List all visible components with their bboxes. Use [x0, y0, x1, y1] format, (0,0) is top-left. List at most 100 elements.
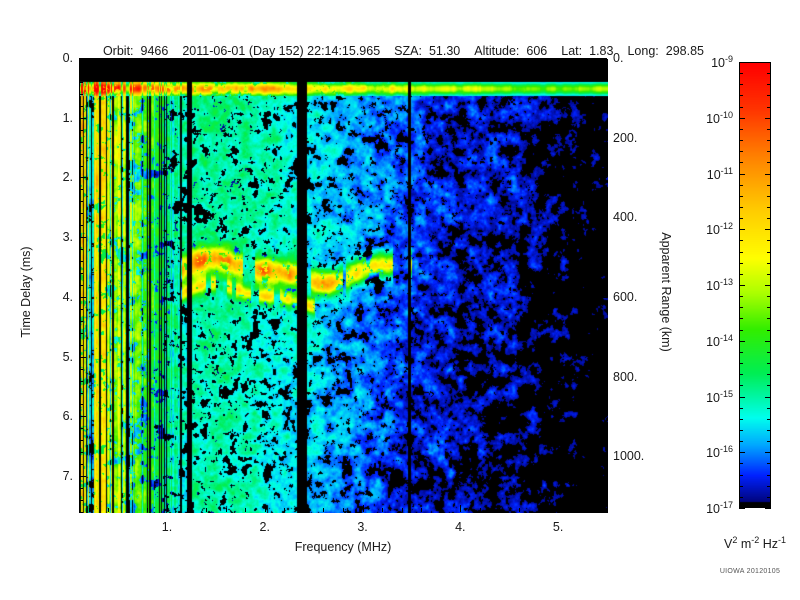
y-tick-label: 5.: [62, 349, 73, 364]
colorbar-tick-minor: [739, 151, 743, 153]
x-tick-major: [460, 505, 462, 512]
colorbar-tick: [739, 396, 745, 398]
lat-label: Lat:: [561, 44, 583, 58]
colorbar-tick-minor: [767, 407, 771, 409]
y-axis-title: Time Delay (ms): [19, 246, 33, 338]
y-tick-minor: [79, 189, 83, 191]
x-tick-label: 3.: [357, 520, 368, 534]
colorbar-tick-minor: [767, 151, 771, 153]
y-tick-minor: [79, 105, 83, 107]
y2-tick-label: 200.: [613, 130, 638, 145]
colorbar-tick: [765, 396, 771, 398]
colorbar-tick-minor: [767, 218, 771, 220]
y-tick-minor: [79, 213, 83, 215]
y-tick-minor: [79, 129, 83, 131]
y2-tick-major: [600, 58, 607, 59]
y-tick-minor: [79, 404, 83, 406]
colorbar-tick: [739, 285, 745, 286]
y-tick-minor: [79, 512, 83, 513]
colorbar-tick-minor: [739, 218, 743, 220]
y2-tick-minor: [603, 97, 607, 99]
colorbar-tick-minor: [767, 140, 771, 142]
unit-hz-exp: -1: [778, 535, 787, 545]
colorbar-tick-minor: [739, 128, 743, 130]
y-tick-minor: [79, 249, 83, 251]
y-tick-minor: [79, 201, 83, 203]
colorbar-tick: [739, 229, 745, 231]
colorbar-tick-minor: [739, 296, 743, 298]
colorbar-tick: [765, 62, 771, 63]
y-tick-minor: [79, 380, 83, 382]
colorbar-tick: [765, 340, 771, 342]
x-tick-minor: [401, 508, 403, 512]
y-tick-minor: [79, 69, 83, 71]
x-tick-major: [264, 505, 266, 512]
unit-m: m: [737, 537, 752, 552]
colorbar-tick-minor: [739, 251, 743, 253]
x-tick-minor: [245, 508, 247, 512]
x-tick-major: [362, 505, 364, 512]
unit-hz: Hz: [759, 537, 778, 552]
unit-m-exp: -2: [751, 535, 760, 545]
colorbar-tick-minor: [767, 184, 771, 186]
colorbar-tick-label: 10-15: [706, 388, 733, 405]
colorbar-tick-minor: [767, 128, 771, 130]
y-tick-label: 1.: [62, 110, 73, 125]
x-tick-label: 2.: [259, 520, 270, 534]
y-tick-minor: [79, 368, 83, 370]
y-tick-minor: [79, 428, 83, 430]
long-label: Long:: [627, 44, 659, 58]
colorbar-tick-minor: [767, 351, 771, 353]
colorbar-tick: [765, 452, 771, 454]
colorbar-tick-minor: [739, 318, 743, 320]
colorbar-tick-minor: [739, 95, 743, 97]
long-value: 298.85: [665, 44, 704, 58]
observation-datetime: 2011-06-01 (Day 152) 22:14:15.965: [182, 44, 381, 58]
colorbar-tick-minor: [739, 496, 743, 498]
colorbar-tick-minor: [739, 195, 743, 197]
colorbar-tick: [765, 285, 771, 286]
y-tick-major: [79, 356, 86, 358]
y2-tick-major: [600, 456, 607, 458]
y-tick-major: [79, 416, 86, 418]
x-tick-minor: [225, 508, 227, 512]
colorbar-tick: [765, 508, 771, 509]
x-tick-minor: [421, 508, 423, 512]
colorbar-tick-minor: [767, 441, 771, 443]
y2-tick-minor: [603, 177, 607, 179]
x-axis-title: Frequency (MHz): [294, 540, 392, 554]
colorbar-tick-minor: [767, 73, 771, 75]
colorbar-tick-label: 10-17: [706, 499, 733, 517]
x-tick-minor: [186, 508, 188, 512]
y-tick-minor: [79, 344, 83, 346]
y-tick-label: 6.: [62, 409, 73, 424]
orbit-label: Orbit:: [102, 44, 134, 58]
x-tick-minor: [206, 508, 208, 512]
x-tick-minor: [147, 508, 149, 512]
y-tick-minor: [79, 153, 83, 155]
colorbar-tick-minor: [739, 485, 743, 487]
x-tick-minor: [108, 508, 110, 512]
orbit-value: 9466: [140, 44, 169, 58]
x-tick-minor: [127, 508, 129, 512]
colorbar-tick-minor: [739, 184, 743, 186]
y-tick-minor: [79, 500, 83, 502]
y-tick-minor: [79, 261, 83, 263]
colorbar-tick-minor: [767, 206, 771, 208]
x-tick-minor: [597, 508, 599, 512]
x-tick-label: 1.: [161, 520, 173, 534]
x-tick-major: [167, 505, 168, 512]
colorbar-tick-minor: [767, 296, 771, 298]
colorbar-tick-minor: [739, 73, 743, 75]
colorbar-tick-minor: [739, 441, 743, 443]
colorbar-tick: [739, 452, 745, 454]
colorbar-tick-label: 10-16: [706, 444, 733, 461]
y-tick-minor: [79, 464, 83, 466]
y-tick-minor: [79, 320, 83, 322]
y2-tick-major: [600, 217, 607, 219]
colorbar-tick-minor: [767, 318, 771, 320]
x-tick-label: 4.: [455, 520, 466, 534]
colorbar-tick-minor: [767, 251, 771, 253]
x-tick-minor: [577, 508, 579, 512]
y2-tick-label: 800.: [613, 369, 638, 384]
